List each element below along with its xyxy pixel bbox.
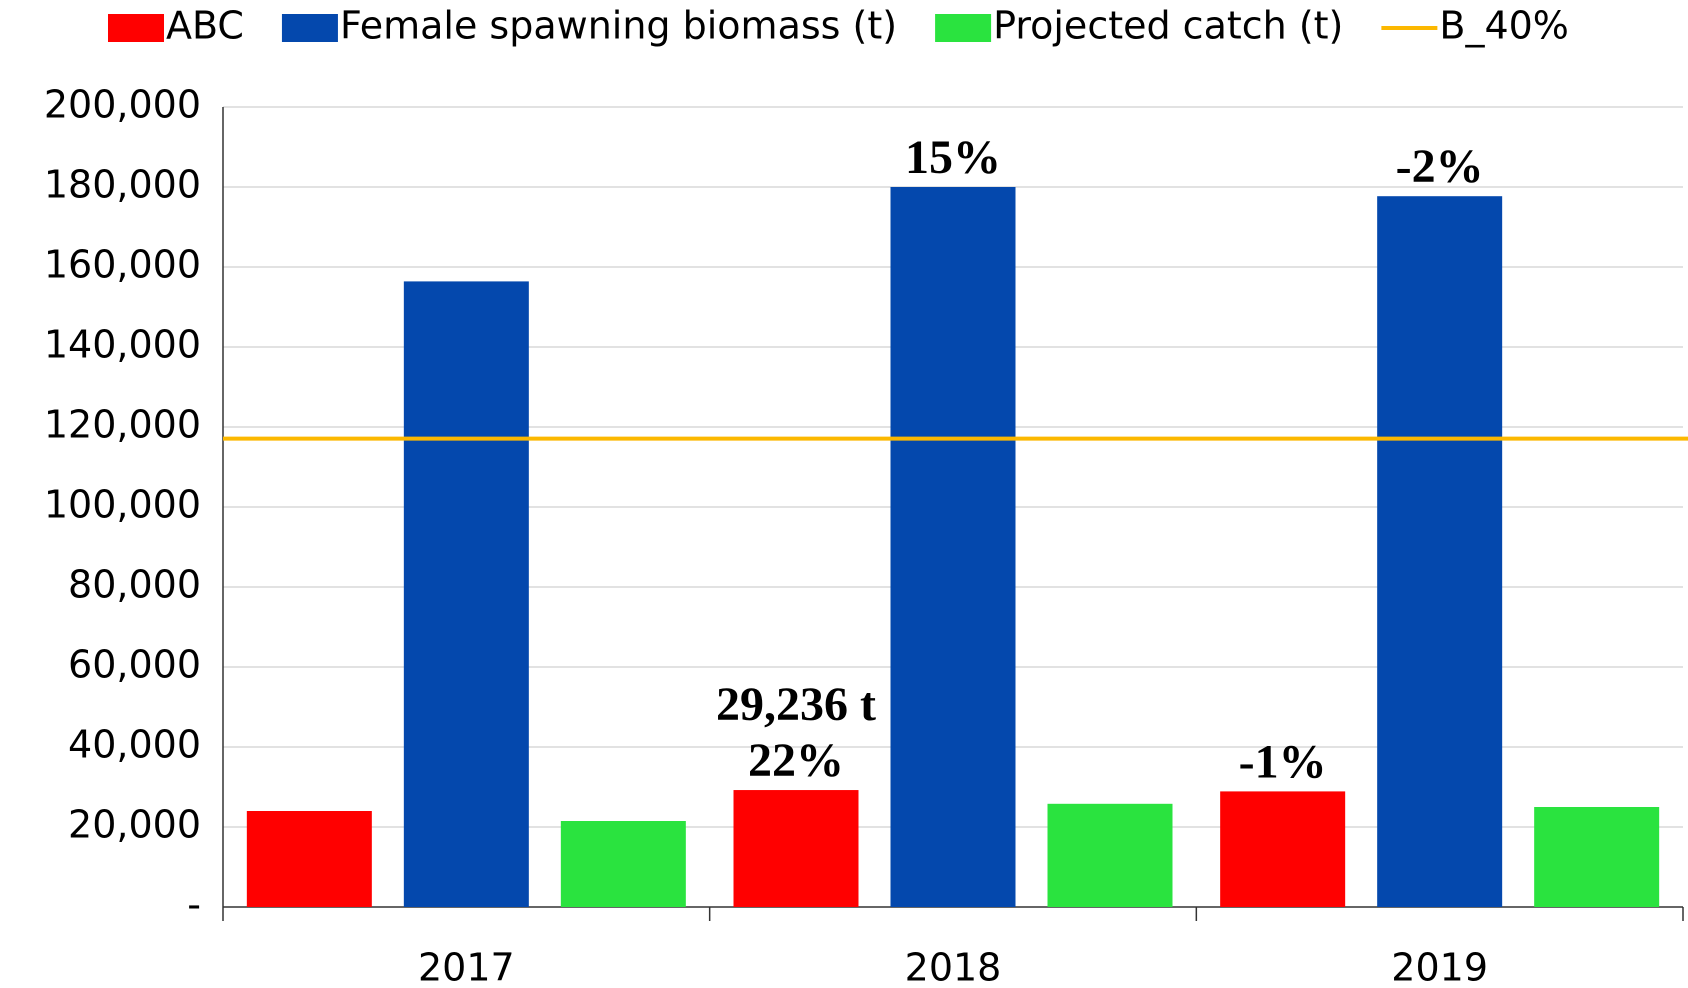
y-tick-label: 100,000 bbox=[44, 483, 201, 527]
bar bbox=[403, 281, 529, 907]
x-tick-label: 2019 bbox=[1391, 946, 1488, 988]
y-tick-label: 60,000 bbox=[68, 643, 201, 687]
bar bbox=[890, 187, 1016, 907]
x-tick-label: 2018 bbox=[905, 946, 1002, 988]
bar bbox=[560, 821, 686, 907]
legend-swatch bbox=[935, 14, 992, 42]
annotation: 29,236 t bbox=[716, 678, 876, 731]
annotation: 22% bbox=[748, 734, 844, 787]
annotation: 15% bbox=[905, 131, 1001, 184]
bar bbox=[1047, 803, 1173, 907]
y-tick-label: 200,000 bbox=[44, 83, 201, 127]
x-tick-label: 2017 bbox=[418, 946, 515, 988]
y-tick-label: 180,000 bbox=[44, 163, 201, 207]
annotation: -2% bbox=[1396, 140, 1484, 193]
bar bbox=[246, 811, 372, 907]
y-tick-label: - bbox=[187, 883, 201, 927]
legend-label: Female spawning biomass (t) bbox=[340, 4, 897, 48]
y-tick-label: 160,000 bbox=[44, 243, 201, 287]
legend-label: B_40% bbox=[1439, 4, 1569, 48]
annotation: -1% bbox=[1239, 735, 1327, 788]
bar bbox=[1377, 196, 1503, 907]
legend-label: ABC bbox=[166, 4, 244, 48]
legend-label: Projected catch (t) bbox=[993, 4, 1343, 48]
y-tick-label: 140,000 bbox=[44, 323, 201, 367]
y-tick-label: 80,000 bbox=[68, 563, 201, 607]
y-tick-label: 120,000 bbox=[44, 403, 201, 447]
legend-swatch bbox=[281, 14, 338, 42]
bar bbox=[1534, 807, 1660, 907]
y-tick-label: 40,000 bbox=[68, 723, 201, 767]
bar bbox=[733, 790, 859, 907]
legend-swatch bbox=[108, 14, 164, 42]
y-tick-label: 20,000 bbox=[68, 803, 201, 847]
bar bbox=[1220, 791, 1346, 907]
